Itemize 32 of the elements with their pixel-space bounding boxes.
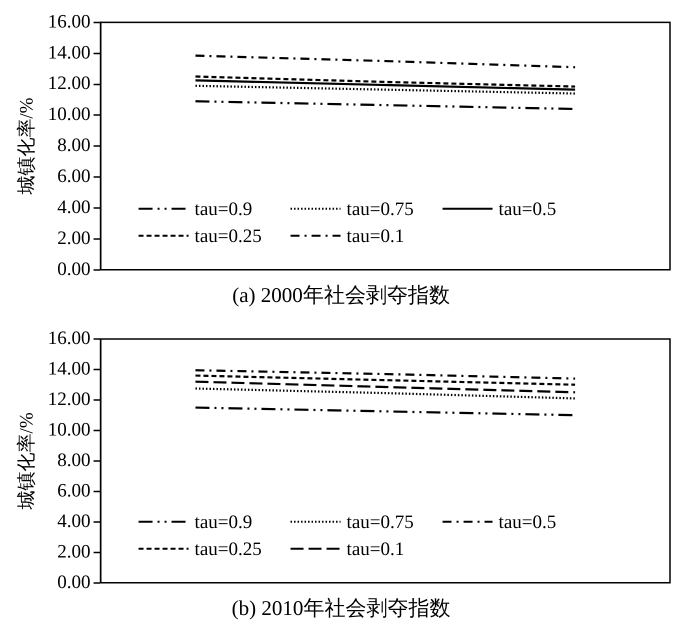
legend-label: tau=0.25 bbox=[194, 226, 262, 247]
legend-label: tau=0.5 bbox=[498, 198, 556, 220]
y-tick-label: 16.00 bbox=[48, 328, 91, 349]
y-tick-label: 2.00 bbox=[57, 228, 91, 249]
y-tick-label: 10.00 bbox=[48, 104, 91, 126]
y-tick-label: 10.00 bbox=[48, 419, 91, 440]
y-tick-label: 12.00 bbox=[48, 388, 91, 410]
legend-label: tau=0.75 bbox=[346, 512, 414, 533]
y-tick-label: 2.00 bbox=[57, 541, 91, 562]
y-tick-label: 16.00 bbox=[48, 11, 91, 32]
legend-label: tau=0.75 bbox=[346, 198, 414, 220]
legend-label: tau=0.9 bbox=[194, 512, 252, 533]
y-axis-title: 城镇化率/% bbox=[15, 97, 38, 196]
legend-label: tau=0.25 bbox=[194, 538, 262, 560]
y-tick-label: 0.00 bbox=[57, 572, 91, 593]
text: (a) 2000年社会剥夺指数 bbox=[232, 282, 450, 307]
legend-label: tau=0.9 bbox=[194, 198, 252, 220]
text: (b) 2010年社会剥夺指数 bbox=[232, 596, 450, 620]
y-tick-label: 4.00 bbox=[57, 510, 91, 532]
y-tick-label: 0.00 bbox=[57, 258, 91, 280]
y-tick-label: 8.00 bbox=[57, 135, 91, 156]
y-tick-label: 6.00 bbox=[57, 166, 91, 188]
y-tick-label: 14.00 bbox=[48, 42, 91, 64]
y-axis-title: 城镇化率/% bbox=[15, 412, 38, 510]
y-tick-label: 8.00 bbox=[57, 450, 91, 471]
legend-label: tau=0.1 bbox=[346, 538, 404, 560]
legend-label: tau=0.1 bbox=[346, 226, 404, 247]
y-tick-label: 12.00 bbox=[48, 73, 91, 94]
y-tick-label: 6.00 bbox=[57, 480, 91, 502]
legend-label: tau=0.5 bbox=[498, 512, 556, 533]
y-tick-label: 14.00 bbox=[48, 358, 91, 380]
y-tick-label: 4.00 bbox=[57, 196, 91, 218]
